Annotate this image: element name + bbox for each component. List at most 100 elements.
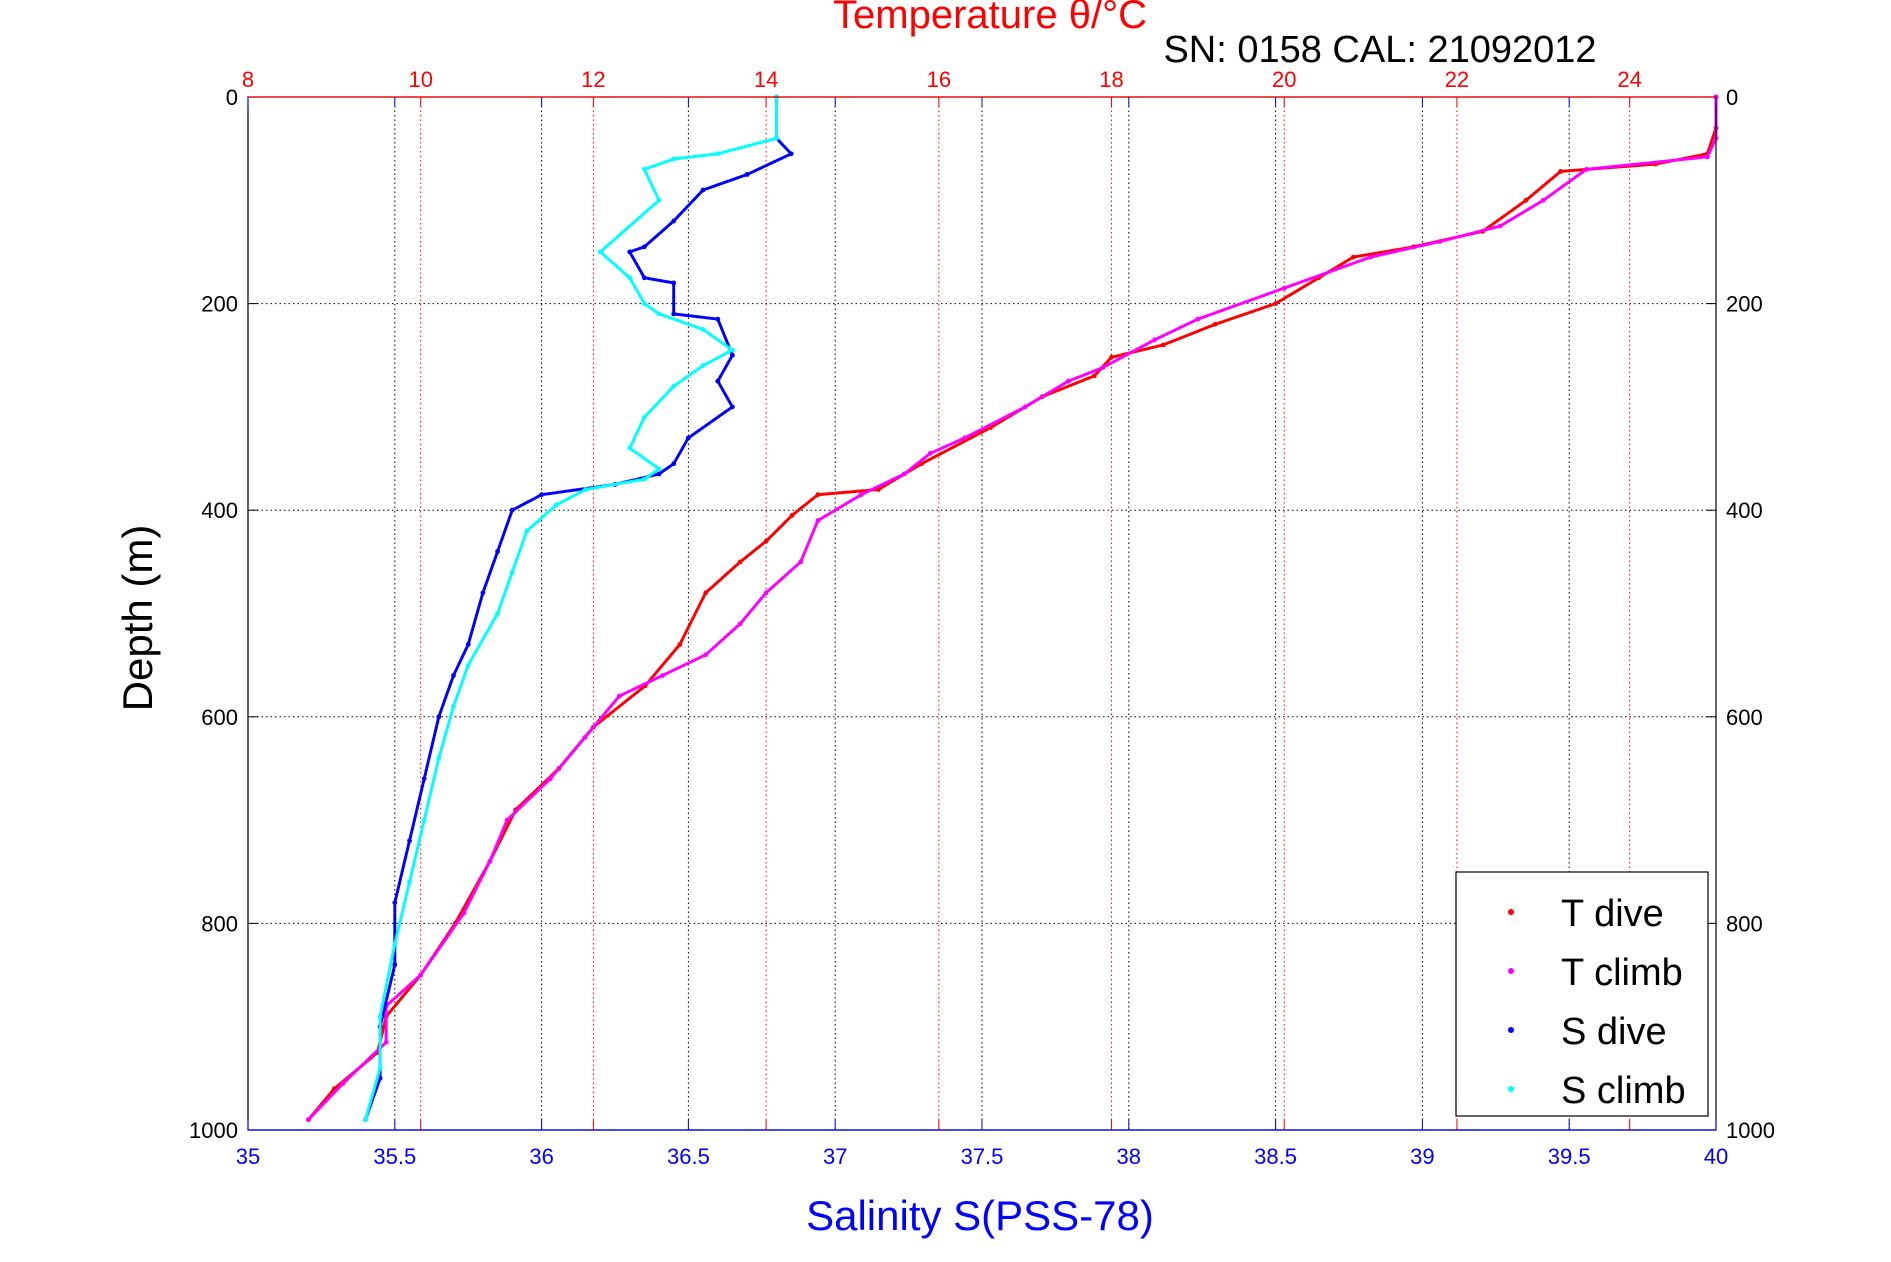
temperature-tick-label: 10 [408, 67, 432, 92]
legend-marker [1508, 909, 1514, 915]
data-point [744, 172, 750, 177]
y-tick-label-right: 400 [1726, 498, 1763, 523]
salinity-tick-label: 37 [823, 1144, 847, 1169]
legend-marker [1508, 1027, 1514, 1033]
data-point [642, 275, 647, 281]
data-point [627, 249, 633, 255]
data-point [700, 363, 706, 368]
data-point [1109, 354, 1114, 360]
data-point [737, 621, 743, 627]
data-point [730, 352, 735, 358]
salinity-tick-label: 38.5 [1254, 1144, 1297, 1169]
legend-marker [1508, 1086, 1514, 1092]
data-point [656, 311, 662, 317]
data-point [1066, 378, 1071, 384]
data-point [340, 1081, 346, 1086]
data-point [700, 187, 706, 193]
legend-box [1455, 871, 1709, 1117]
salinity-tick-label: 35.5 [373, 1144, 416, 1169]
y-axis-label: Depth (m) [114, 525, 161, 712]
data-point [418, 972, 424, 978]
data-point [671, 383, 677, 389]
data-point [597, 249, 603, 255]
data-point [901, 471, 907, 477]
legend: T dive T climb S dive S climb [1455, 871, 1709, 1117]
data-point [509, 507, 515, 513]
data-point [407, 879, 412, 885]
data-point [798, 559, 804, 565]
data-point [1437, 239, 1443, 245]
data-point [480, 590, 486, 596]
y-tick-label-right: 600 [1726, 705, 1763, 730]
data-point [539, 492, 544, 498]
data-point [1022, 404, 1028, 410]
legend-marker [1508, 968, 1514, 974]
chart-title: Temperature θ/°C [833, 0, 1147, 37]
data-point [686, 435, 691, 441]
data-point [1497, 223, 1503, 229]
data-point [660, 673, 665, 678]
data-point [383, 1039, 389, 1045]
salinity-tick-label: 39.5 [1548, 1144, 1591, 1169]
data-point [461, 910, 467, 916]
y-tick-label-right: 800 [1726, 911, 1763, 936]
data-point [671, 218, 677, 224]
data-point [1212, 321, 1218, 327]
data-point [642, 476, 647, 482]
data-point [715, 378, 721, 384]
data-point [1523, 197, 1529, 203]
data-point [671, 311, 677, 317]
salinity-tick-label: 40 [1704, 1144, 1728, 1169]
data-point [1100, 365, 1106, 370]
x-axis-label: Salinity S(PSS-78) [806, 1192, 1154, 1239]
data-point [1195, 316, 1201, 322]
data-point [421, 776, 427, 782]
data-point [392, 941, 398, 947]
data-point [927, 451, 933, 456]
y-tick-label-left: 400 [201, 498, 238, 523]
data-point [392, 900, 398, 906]
legend-label: S dive [1561, 1011, 1667, 1053]
data-point [582, 735, 588, 740]
y-tick-label-left: 800 [201, 911, 238, 936]
salinity-tick-label: 35 [236, 1144, 260, 1169]
data-point [421, 817, 427, 823]
data-point [1540, 197, 1546, 203]
data-point [1281, 285, 1287, 291]
series-t-climb [306, 94, 1719, 1123]
data-point [656, 197, 662, 203]
data-point [1273, 301, 1278, 306]
y-tick-label-left: 1000 [189, 1118, 238, 1143]
data-point [1152, 337, 1158, 343]
data-point [1584, 166, 1589, 172]
data-point [671, 156, 677, 162]
data-point [1368, 254, 1373, 260]
temperature-tick-label: 18 [1099, 67, 1123, 92]
temperature-tick-label: 22 [1445, 67, 1469, 92]
salinity-tick-label: 37.5 [961, 1144, 1004, 1169]
salinity-tick-label: 38 [1117, 1144, 1141, 1169]
data-point [583, 487, 588, 492]
temperature-tick-label: 16 [927, 67, 951, 92]
axis-layer: 0 0 200 200 400 400 600 600 800 800 1000 1000 8 10 12 1… [189, 67, 1775, 1169]
data-point [487, 859, 493, 864]
data-point [703, 590, 709, 596]
data-point [1350, 254, 1356, 260]
data-point [616, 693, 622, 699]
data-point [465, 662, 471, 668]
salinity-tick-label: 36 [529, 1144, 553, 1169]
y-tick-label-left: 200 [201, 292, 238, 317]
y-tick-label-left: 0 [226, 85, 238, 110]
series-trace [363, 95, 778, 1122]
legend-label: S climb [1561, 1070, 1686, 1112]
data-point [451, 704, 456, 709]
data-point [730, 347, 735, 353]
data-point [815, 492, 821, 498]
data-point [656, 471, 662, 477]
data-point [642, 414, 647, 420]
data-point [788, 151, 794, 157]
data-point [504, 817, 510, 823]
data-point [495, 611, 500, 616]
data-point [703, 652, 709, 658]
